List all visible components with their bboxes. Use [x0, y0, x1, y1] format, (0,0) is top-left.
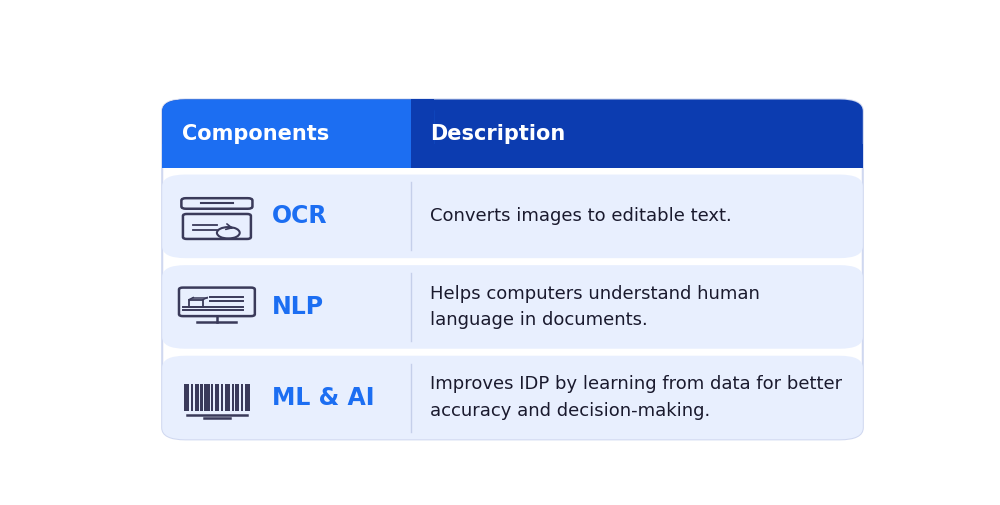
Bar [200, 384, 203, 411]
Bar [225, 384, 230, 411]
Text: NLP: NLP [272, 295, 324, 319]
Text: Improves IDP by learning from data for better
accuracy and decision-making.: Improves IDP by learning from data for b… [430, 375, 842, 420]
Bar [221, 384, 223, 411]
Bar [162, 144, 411, 168]
Bar [211, 384, 213, 411]
FancyBboxPatch shape [162, 356, 863, 439]
FancyBboxPatch shape [162, 99, 863, 439]
Text: Converts images to editable text.: Converts images to editable text. [430, 208, 732, 225]
Bar [204, 384, 210, 411]
Bar [411, 144, 863, 168]
Bar [411, 99, 434, 168]
Bar [189, 299, 203, 307]
Text: Description: Description [430, 124, 566, 143]
Bar [195, 384, 199, 411]
FancyBboxPatch shape [162, 175, 863, 258]
Bar [241, 384, 243, 411]
Text: Components: Components [182, 124, 329, 143]
FancyBboxPatch shape [162, 99, 863, 168]
FancyBboxPatch shape [162, 265, 863, 349]
Bar [232, 384, 234, 411]
Bar [184, 384, 189, 411]
Text: OCR: OCR [272, 205, 327, 228]
Bar [235, 384, 239, 411]
Text: Helps computers understand human
language in documents.: Helps computers understand human languag… [430, 285, 760, 329]
Bar [191, 384, 193, 411]
FancyBboxPatch shape [162, 99, 434, 168]
Text: ML & AI: ML & AI [272, 385, 374, 410]
Bar [215, 384, 219, 411]
Bar [245, 384, 250, 411]
